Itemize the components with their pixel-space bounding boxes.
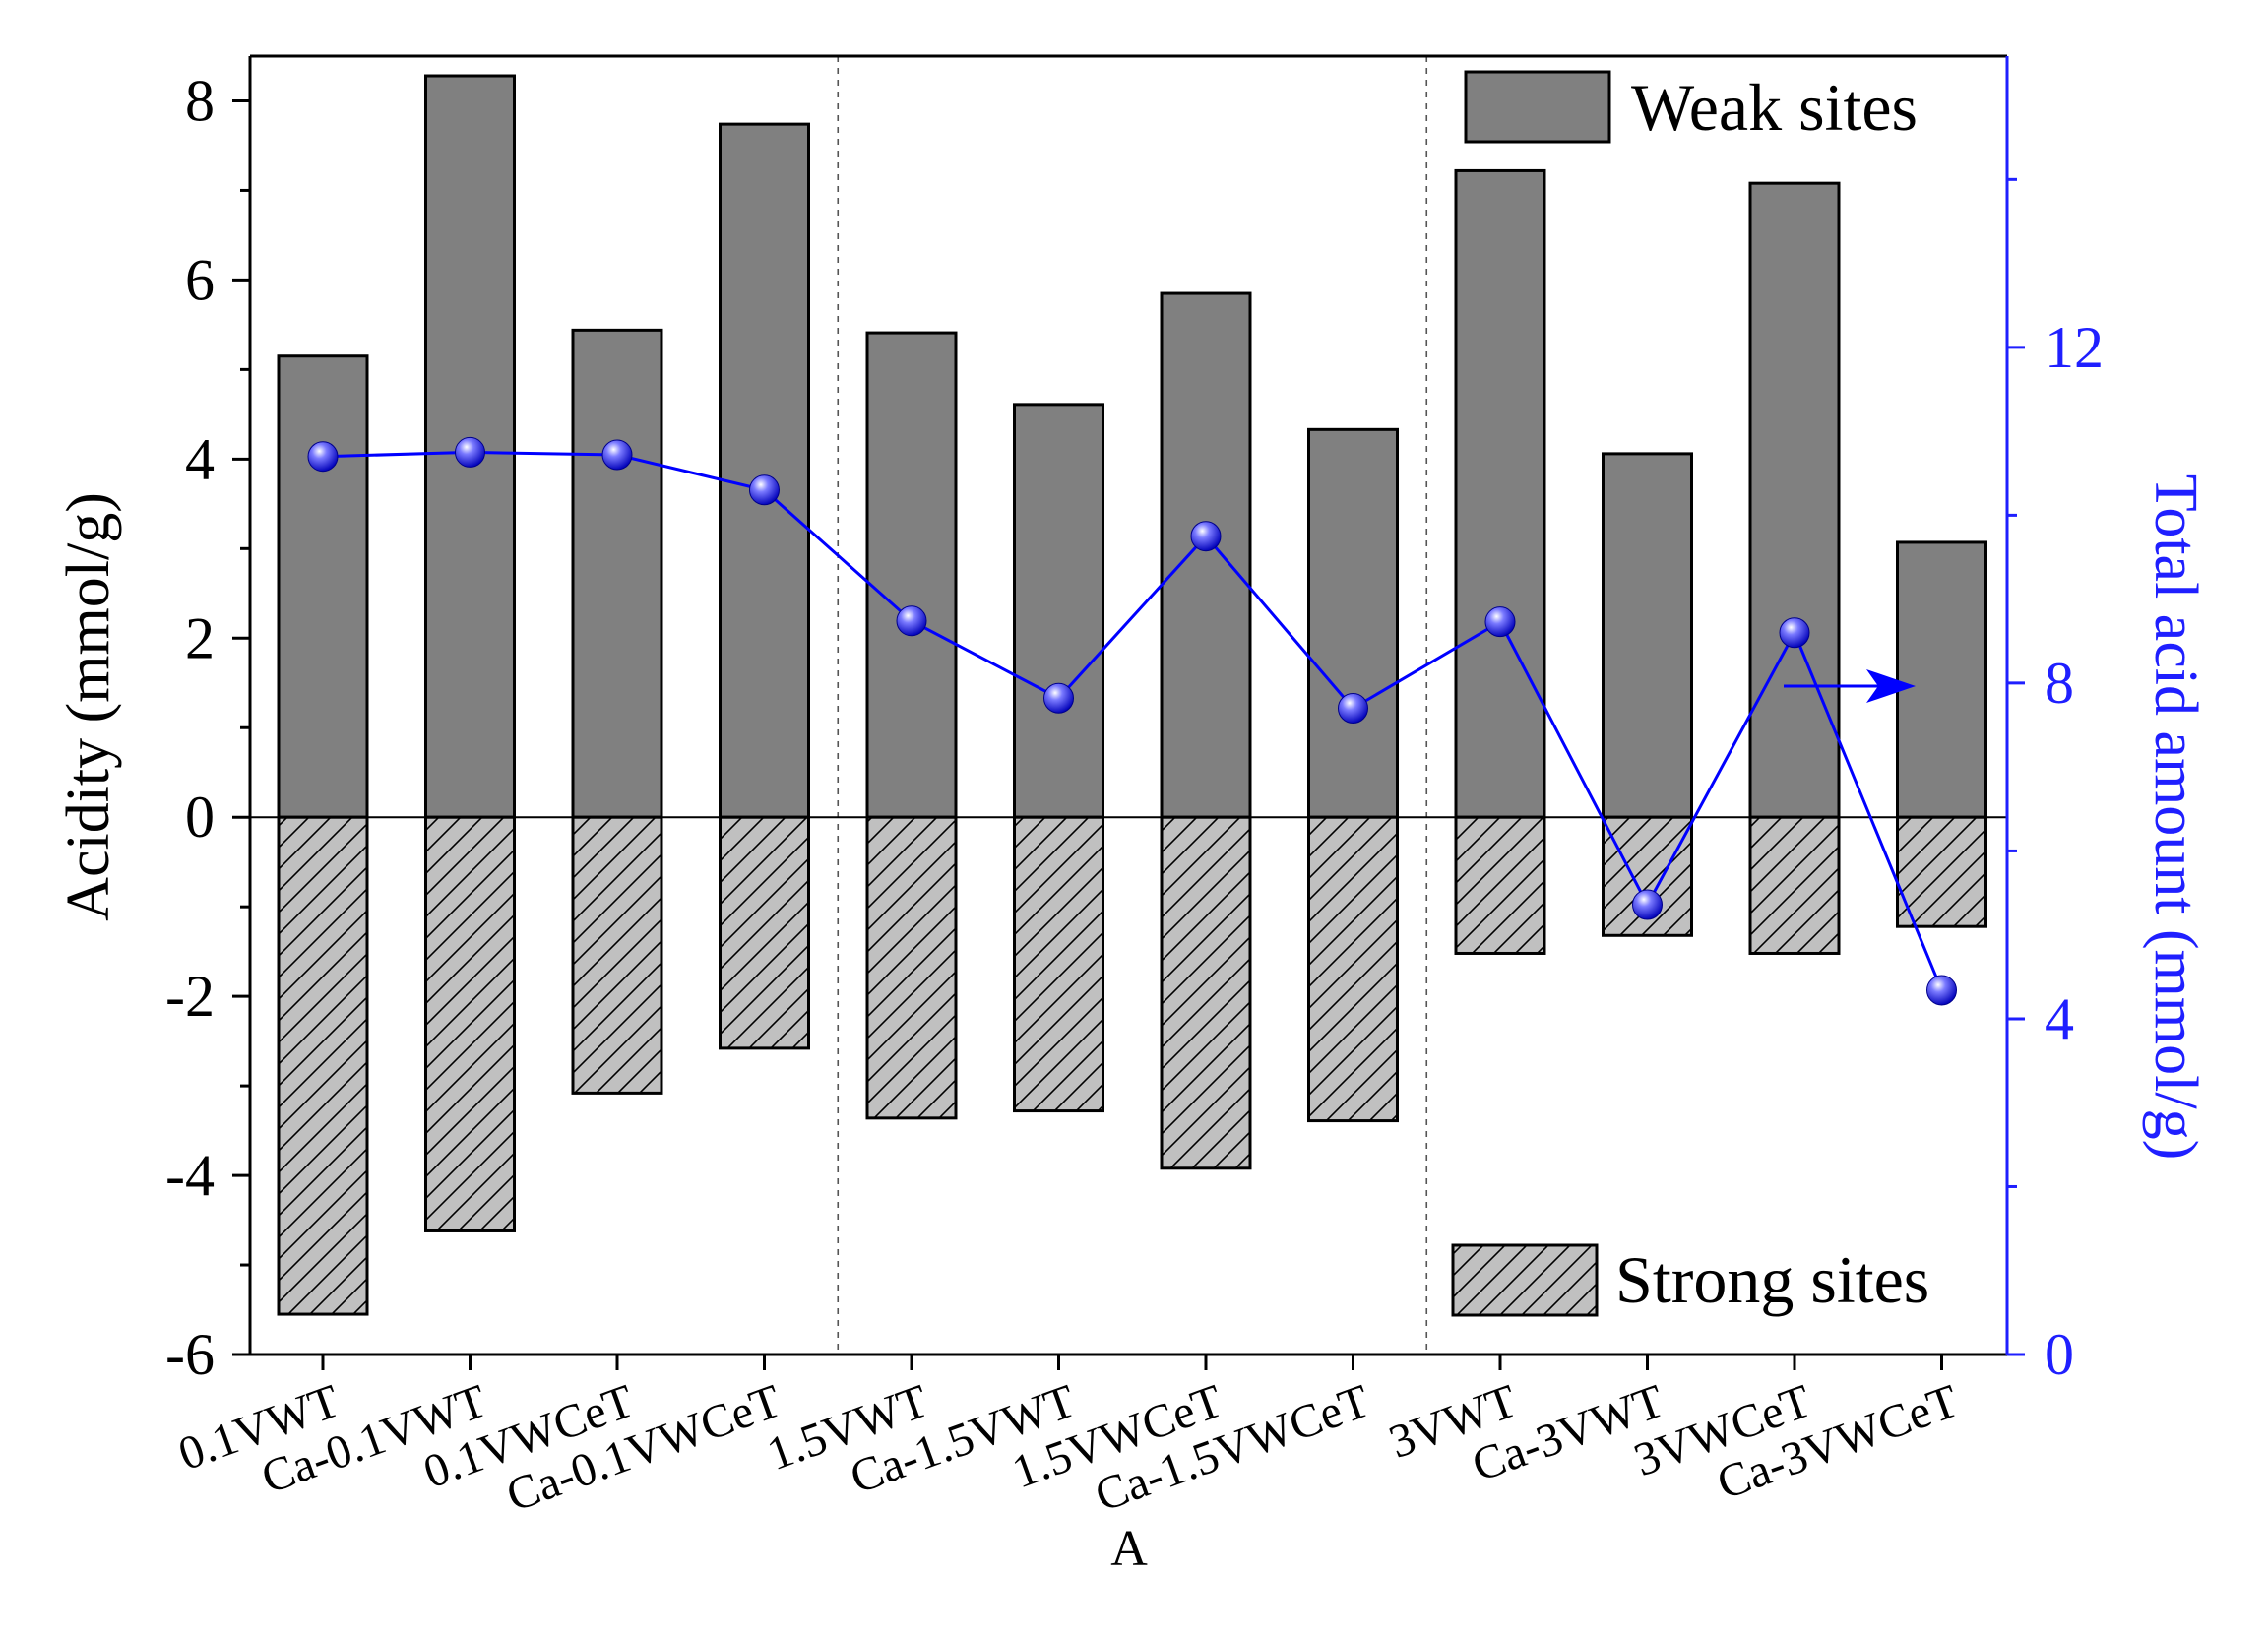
annotation-label: A bbox=[1110, 1521, 1148, 1577]
weak-bar-Ca-0.1VWCeT bbox=[719, 122, 810, 819]
strong-bar-Ca-0.1VWCeT bbox=[719, 815, 810, 1050]
strong-bar-3VWT bbox=[1454, 815, 1546, 955]
strong-bars bbox=[277, 815, 1987, 1316]
right-axis-arrow bbox=[1784, 669, 1916, 703]
total-point-Ca-3VWT bbox=[1632, 889, 1663, 920]
strong-bar-0.1VWCeT bbox=[571, 815, 663, 1095]
legend: Weak sites Strong sites bbox=[1451, 70, 1929, 1317]
strong-bar-0.1VWT bbox=[277, 815, 369, 1316]
strong-bar-Ca-1.5VWCeT bbox=[1307, 815, 1399, 1123]
right-axis-ticks: 12 8 4 0 bbox=[2007, 177, 2104, 1387]
y2-tick-label: 8 bbox=[2045, 651, 2074, 716]
y-tick-label: -6 bbox=[165, 1322, 215, 1387]
weak-bar-0.1VWCeT bbox=[571, 328, 663, 819]
legend-label-weak: Weak sites bbox=[1631, 70, 1918, 145]
weak-bar-Ca-3VWT bbox=[1602, 452, 1693, 819]
strong-bar-3VWCeT bbox=[1748, 815, 1841, 955]
strong-bar-1.5VWCeT bbox=[1160, 815, 1252, 1170]
y2-tick-label: 4 bbox=[2045, 986, 2074, 1051]
y-tick-label: 8 bbox=[185, 68, 215, 133]
total-point-1.5VWT bbox=[896, 605, 927, 637]
total-point-1.5VWCeT bbox=[1190, 521, 1222, 552]
right-axis-title: Total acid amount (mmol/g) bbox=[2142, 474, 2209, 1160]
total-point-3VWCeT bbox=[1779, 617, 1810, 649]
weak-bar-3VWCeT bbox=[1748, 181, 1841, 819]
y-tick-label: -2 bbox=[165, 964, 215, 1029]
weak-bar-Ca-3VWCeT bbox=[1896, 540, 1987, 819]
total-point-3VWT bbox=[1484, 606, 1516, 638]
strong-bar-1.5VWT bbox=[865, 815, 958, 1120]
strong-bar-Ca-1.5VWT bbox=[1013, 815, 1104, 1113]
legend-label-strong: Strong sites bbox=[1615, 1242, 1929, 1317]
weak-bar-0.1VWT bbox=[277, 354, 369, 819]
total-point-Ca-1.5VWT bbox=[1043, 682, 1074, 714]
strong-bar-Ca-3VWCeT bbox=[1896, 815, 1987, 928]
weak-bar-3VWT bbox=[1454, 168, 1546, 819]
y-tick-label: -4 bbox=[165, 1143, 215, 1208]
y2-tick-label: 12 bbox=[2045, 315, 2104, 380]
weak-bar-Ca-1.5VWT bbox=[1013, 403, 1104, 819]
legend-swatch-weak bbox=[1464, 70, 1611, 144]
y-tick-label: 2 bbox=[185, 605, 215, 670]
y2-tick-label: 0 bbox=[2045, 1322, 2074, 1387]
weak-bar-1.5VWCeT bbox=[1160, 291, 1252, 819]
weak-bar-1.5VWT bbox=[865, 331, 958, 819]
group-separators bbox=[837, 56, 1428, 1354]
legend-swatch-strong bbox=[1451, 1243, 1599, 1317]
total-point-Ca-0.1VWCeT bbox=[749, 474, 780, 506]
total-point-Ca-3VWCeT bbox=[1926, 975, 1957, 1006]
total-point-0.1VWCeT bbox=[601, 439, 633, 471]
total-acid-points bbox=[307, 436, 1957, 1006]
weak-bar-Ca-1.5VWCeT bbox=[1307, 427, 1399, 819]
y-tick-label: 0 bbox=[185, 785, 215, 850]
total-acid-line bbox=[322, 450, 1943, 991]
y-tick-label: 6 bbox=[185, 247, 215, 312]
total-point-Ca-0.1VWT bbox=[455, 436, 485, 468]
x-axis-ticks: 0.1VWTCa-0.1VWT0.1VWCeTCa-0.1VWCeT1.5VWT… bbox=[172, 1354, 1965, 1522]
weak-bars bbox=[277, 74, 1987, 819]
left-axis-ticks: 8 6 4 2 0 -2 -4 -6 bbox=[165, 68, 250, 1387]
total-point-Ca-1.5VWCeT bbox=[1338, 692, 1368, 724]
total-point-0.1VWT bbox=[307, 441, 339, 472]
strong-bar-Ca-0.1VWT bbox=[424, 815, 516, 1232]
y-tick-label: 4 bbox=[185, 426, 215, 491]
left-axis-title: Acidity (mmol/g) bbox=[55, 492, 122, 921]
